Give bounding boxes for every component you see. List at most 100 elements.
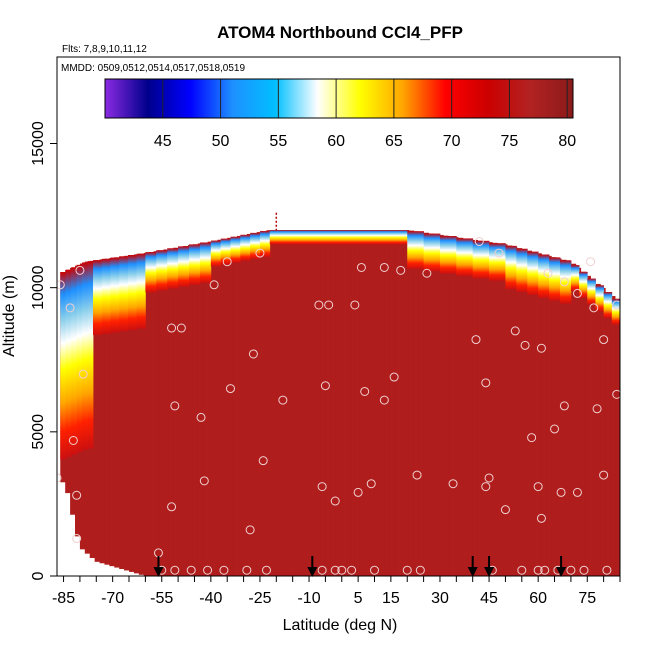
curtain-column bbox=[413, 231, 420, 576]
sample-point bbox=[448, 479, 458, 489]
gradient-band bbox=[259, 230, 271, 257]
gradient-band bbox=[60, 272, 67, 460]
curtain-column bbox=[521, 249, 528, 576]
sample-point bbox=[415, 565, 425, 575]
curtain-column bbox=[192, 244, 199, 576]
colorbar-tick-label: 70 bbox=[443, 133, 461, 150]
x-tick-label: -10 bbox=[297, 590, 320, 607]
curtain-column bbox=[516, 248, 523, 576]
gradient-band bbox=[595, 285, 605, 312]
gradient-band bbox=[407, 231, 425, 269]
curtain-column bbox=[310, 230, 316, 576]
sample-point bbox=[481, 378, 491, 388]
sample-point bbox=[550, 424, 560, 434]
x-tick-label: 75 bbox=[578, 590, 596, 607]
curtain-column bbox=[109, 257, 115, 567]
curtain-column bbox=[492, 242, 498, 576]
sample-point bbox=[170, 401, 180, 411]
curtain-column bbox=[556, 258, 562, 576]
curtain-column bbox=[438, 234, 444, 576]
curtain-column bbox=[133, 254, 140, 574]
gradient-band bbox=[65, 269, 72, 458]
gradient-band bbox=[338, 230, 362, 245]
curtain-column bbox=[99, 259, 105, 564]
flights-label: Flts: 7,8,9,10,11,12 bbox=[62, 44, 147, 55]
sample-point bbox=[527, 433, 537, 443]
curtain-column bbox=[256, 232, 262, 576]
flight-marker-head bbox=[307, 567, 318, 577]
curtain-column bbox=[585, 275, 591, 576]
y-tick-label: 15000 bbox=[30, 121, 47, 166]
gradient-band bbox=[76, 264, 83, 453]
curtain-column bbox=[158, 250, 164, 576]
curtain-column bbox=[610, 296, 616, 576]
sample-point bbox=[599, 335, 609, 345]
curtain-column bbox=[291, 230, 297, 576]
curtain-column bbox=[359, 230, 366, 576]
curtain-column bbox=[227, 237, 233, 576]
curtain-column bbox=[423, 232, 429, 576]
y-tick-label: 10000 bbox=[30, 265, 47, 310]
sample-point bbox=[494, 248, 504, 258]
curtain-column bbox=[153, 251, 159, 576]
sample-point bbox=[586, 257, 596, 267]
dates-label: MMDD: 0509,0512,0514,0517,0518,0519 bbox=[61, 63, 245, 74]
curtain-column bbox=[266, 230, 272, 576]
gradient-band bbox=[549, 257, 561, 301]
gradient-band bbox=[71, 267, 78, 455]
x-tick-label: -85 bbox=[52, 590, 75, 607]
x-tick-label: -40 bbox=[199, 590, 222, 607]
curtain-column bbox=[399, 230, 405, 576]
curtain-column bbox=[173, 247, 179, 576]
sample-point bbox=[412, 470, 422, 480]
curtain-column bbox=[487, 242, 493, 576]
curtain-column bbox=[222, 238, 228, 576]
sample-point bbox=[219, 565, 229, 575]
gradient-band bbox=[505, 245, 517, 290]
curtain-column bbox=[433, 234, 439, 576]
sample-point bbox=[199, 476, 209, 486]
curtain-column bbox=[531, 251, 537, 576]
curtain-column bbox=[349, 230, 356, 576]
curtain-column bbox=[197, 243, 204, 576]
sample-point bbox=[176, 323, 186, 333]
curtain-column bbox=[138, 253, 145, 575]
sample-point bbox=[556, 487, 566, 497]
sample-point bbox=[330, 565, 340, 575]
sample-point bbox=[261, 565, 271, 575]
chart-title: ATOM4 Northbound CCl4_PFP bbox=[217, 23, 463, 42]
sample-point bbox=[517, 565, 527, 575]
gradient-band bbox=[423, 233, 441, 272]
curtain-column bbox=[237, 235, 243, 576]
gradient-band bbox=[579, 271, 588, 298]
curtain-column bbox=[261, 231, 267, 576]
curtain-column bbox=[119, 256, 125, 570]
curtain-column bbox=[561, 259, 567, 576]
curtain-column bbox=[300, 230, 307, 576]
curtain-column bbox=[281, 230, 287, 576]
x-tick-label: -25 bbox=[248, 590, 271, 607]
gradient-band bbox=[269, 230, 294, 245]
curtain-column bbox=[246, 234, 253, 576]
curtain-column bbox=[320, 230, 326, 576]
sample-point bbox=[245, 525, 255, 535]
gradient-band bbox=[230, 236, 241, 263]
sample-point bbox=[324, 300, 334, 310]
sample-point bbox=[209, 280, 219, 290]
curtain-column bbox=[183, 246, 189, 576]
curtain-column bbox=[286, 230, 292, 576]
curtain-column bbox=[241, 234, 248, 576]
sample-point bbox=[474, 237, 484, 247]
curtain-column bbox=[394, 230, 400, 576]
sample-point bbox=[248, 349, 258, 359]
curtain-column bbox=[497, 243, 503, 576]
curtain-column bbox=[114, 257, 120, 568]
sample-point bbox=[330, 496, 340, 506]
gradient-band bbox=[292, 230, 316, 245]
x-axis: -85 -70 -55 -40 -25 -10 5 15 30 45 60 75 bbox=[52, 576, 621, 607]
curtain-column bbox=[482, 241, 488, 576]
sample-point bbox=[599, 470, 609, 480]
curtain-column bbox=[511, 246, 518, 576]
